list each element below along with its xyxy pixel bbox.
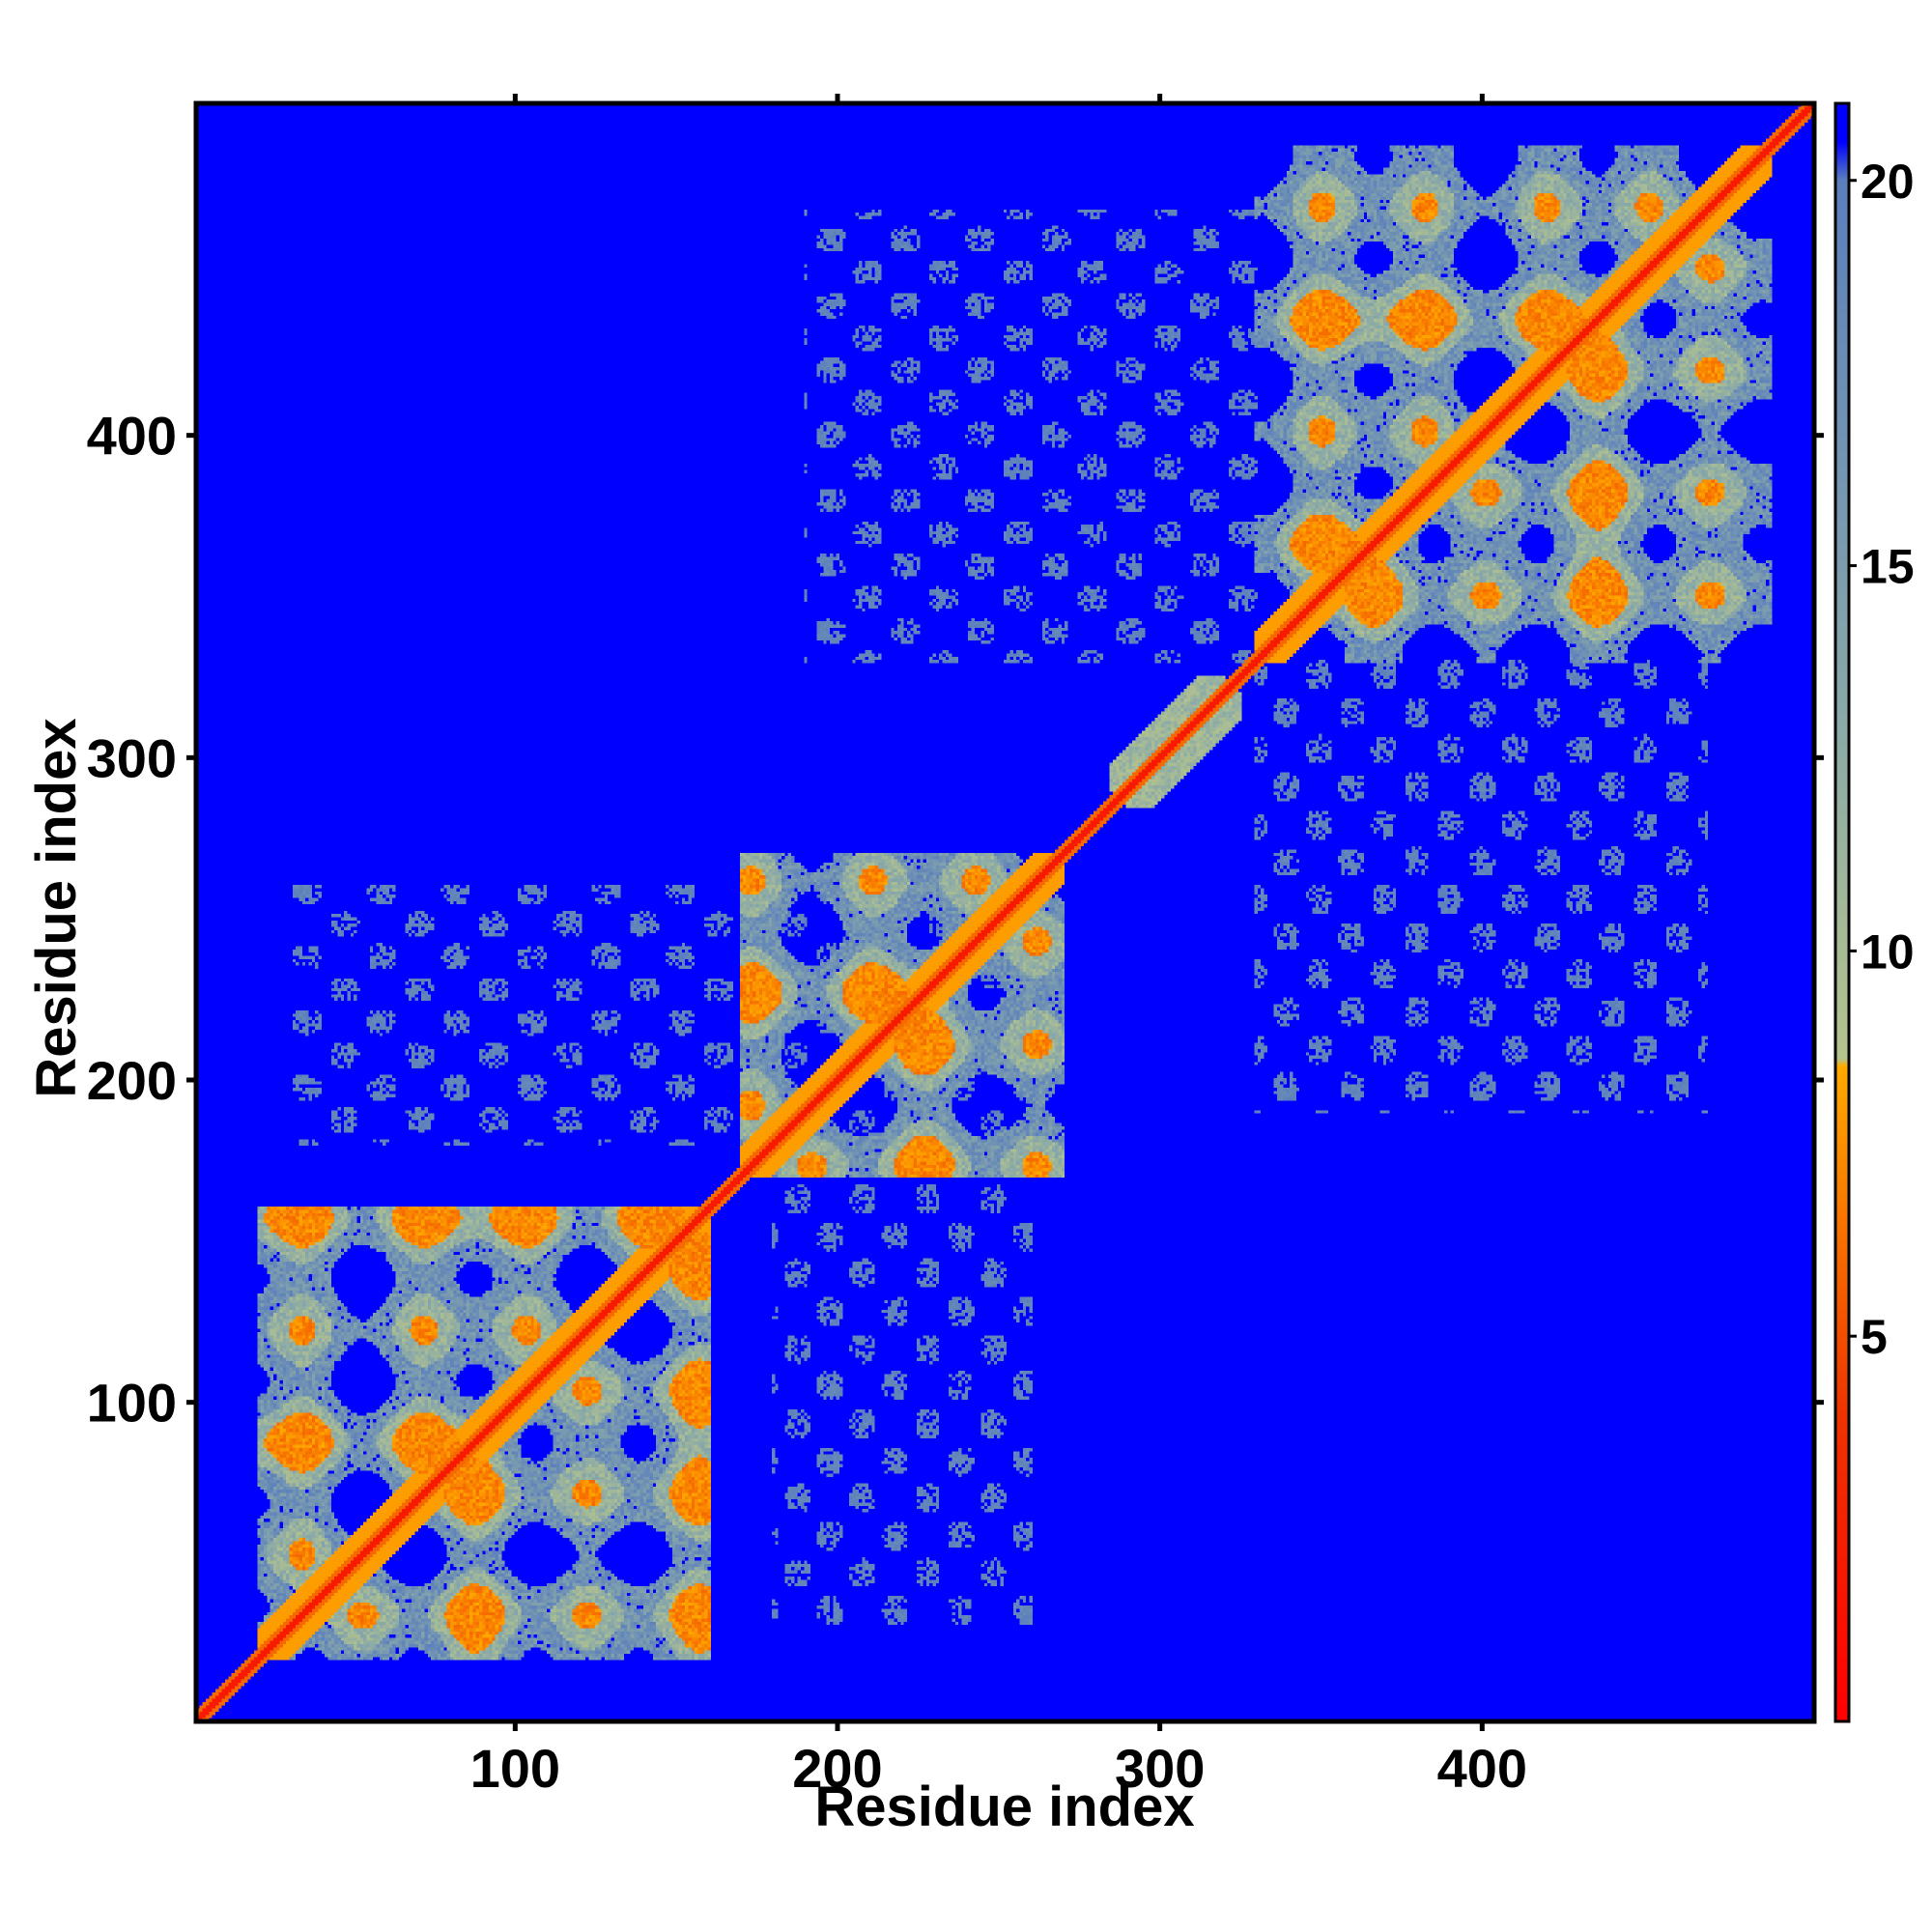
y-tick-label: 300 <box>87 727 177 788</box>
heatmap-layer <box>196 103 1814 1721</box>
x-tick-label: 200 <box>792 1738 882 1799</box>
axes: 100 200 300 400 100 200 300 400 <box>87 94 1824 1799</box>
colorbar-tick-label: 20 <box>1861 155 1915 209</box>
plot-frame <box>193 100 1817 1724</box>
colorbar: 5 10 15 20 <box>1833 101 1915 1723</box>
colorbar-bar <box>1833 101 1851 1723</box>
colorbar-tick-label: 15 <box>1861 540 1915 594</box>
x-axis-title: Residue index <box>814 1776 1194 1838</box>
x-tick-label: 100 <box>470 1738 560 1799</box>
y-tick-label: 100 <box>87 1373 177 1434</box>
heatmap-image <box>196 103 1814 1721</box>
y-tick-label: 400 <box>87 406 177 467</box>
x-tick-label: 300 <box>1115 1738 1205 1799</box>
x-tick-label: 400 <box>1437 1738 1527 1799</box>
y-axis-title: Residue index <box>25 718 88 1097</box>
colorbar-tick-label: 5 <box>1861 1310 1888 1364</box>
colorbar-tick-label: 10 <box>1861 924 1915 979</box>
y-tick-label: 200 <box>87 1050 177 1111</box>
